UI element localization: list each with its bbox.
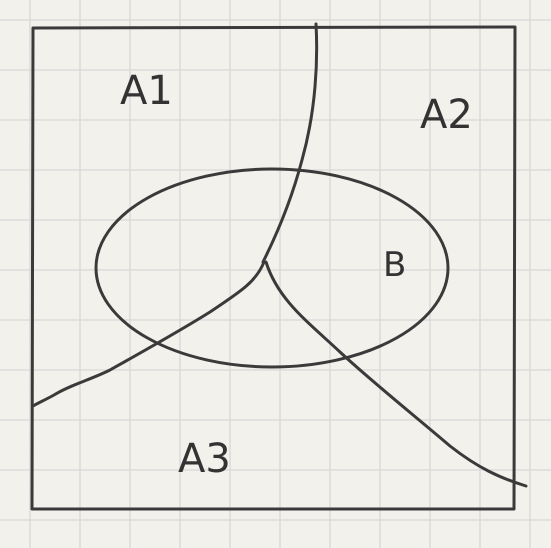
set-b-label: B [383, 245, 406, 285]
partition-line-top [263, 24, 317, 262]
partition-line-right [266, 262, 526, 486]
region-a1-label: A1 [120, 68, 173, 114]
region-a2-label: A2 [420, 92, 473, 138]
region-a3-label: A3 [178, 436, 231, 482]
